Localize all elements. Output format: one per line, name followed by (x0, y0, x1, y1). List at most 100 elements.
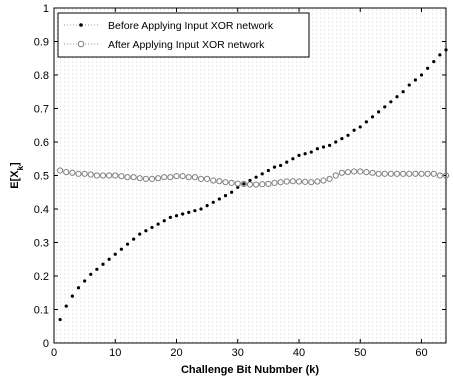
data-point (187, 210, 191, 214)
data-point (321, 145, 326, 149)
data-point (407, 83, 411, 87)
data-point (57, 167, 64, 174)
data-point (230, 190, 234, 194)
data-point (155, 175, 162, 182)
data-point (259, 181, 266, 188)
data-point (413, 78, 417, 82)
data-point (138, 232, 142, 236)
series-2 (57, 167, 450, 188)
x-tick-label: 10 (109, 347, 121, 359)
data-point (283, 178, 290, 185)
data-point (246, 181, 254, 188)
data-point (338, 169, 345, 176)
series-1 (58, 48, 448, 322)
data-point (93, 172, 100, 179)
y-tick-label: 0.1 (34, 305, 49, 317)
data-point (58, 317, 62, 322)
data-point (436, 172, 443, 179)
data-point (173, 173, 180, 180)
data-point (75, 170, 82, 177)
data-point (191, 174, 198, 181)
data-point (99, 172, 107, 179)
data-point (346, 133, 350, 137)
data-point (216, 178, 223, 185)
data-point (83, 279, 87, 283)
data-point (400, 170, 407, 177)
data-point (442, 172, 450, 179)
data-point (279, 163, 283, 168)
data-point (107, 257, 111, 261)
legend-box (57, 12, 310, 58)
data-point (254, 175, 258, 179)
data-point (297, 153, 301, 157)
data-point (63, 169, 70, 176)
data-point (285, 160, 289, 164)
data-point (363, 169, 370, 176)
data-point (148, 175, 156, 182)
data-point (81, 170, 88, 177)
data-point (424, 170, 431, 177)
data-point (381, 170, 388, 177)
data-point (179, 173, 186, 180)
data-point (253, 181, 260, 188)
data-point (87, 171, 94, 178)
data-point (205, 204, 209, 208)
data-point (119, 247, 123, 251)
data-point (167, 174, 174, 181)
data-point (334, 140, 338, 144)
x-tick-label: 30 (232, 347, 244, 359)
y-tick-label: 0.8 (34, 70, 49, 82)
data-point (168, 215, 172, 219)
x-tick-label: 0 (51, 347, 57, 359)
data-point (197, 175, 205, 182)
x-tick-label: 60 (415, 347, 427, 359)
data-point (377, 110, 381, 114)
data-point (144, 229, 148, 233)
data-point (320, 177, 327, 184)
data-point (210, 177, 217, 184)
data-point (291, 157, 295, 161)
data-point (344, 169, 352, 176)
data-point (328, 143, 332, 147)
data-point (234, 180, 241, 187)
data-point (412, 170, 419, 177)
data-point (314, 178, 321, 185)
data-point (358, 125, 362, 129)
data-point (125, 242, 130, 246)
data-point (444, 48, 448, 52)
x-tick-label: 20 (170, 347, 182, 359)
legend-label: Before Applying Input XOR network (108, 20, 274, 32)
series-markers (57, 48, 450, 322)
data-point (240, 180, 247, 187)
data-point (150, 225, 154, 230)
data-point (265, 180, 272, 187)
data-point (162, 219, 166, 223)
data-point (375, 170, 382, 177)
data-point (70, 294, 74, 298)
data-point (76, 286, 81, 290)
data-point (124, 174, 131, 181)
data-point (217, 197, 221, 201)
y-tick-label: 0.6 (34, 137, 49, 149)
data-point (271, 179, 278, 186)
data-point (326, 175, 333, 182)
y-tick-label: 0.3 (34, 238, 49, 250)
data-point (242, 182, 246, 186)
y-tick-label: 0.2 (34, 271, 49, 283)
data-point (289, 178, 296, 185)
data-point (95, 267, 99, 271)
data-point (222, 179, 229, 186)
data-point (113, 252, 117, 256)
y-tick-label: 0.7 (34, 104, 49, 116)
data-point (142, 175, 149, 182)
data-point (181, 212, 185, 216)
data-point (351, 168, 358, 175)
data-point (185, 174, 192, 181)
data-point (266, 168, 270, 173)
legend-marker (77, 40, 85, 48)
data-point (64, 304, 68, 308)
y-tick-label: 0.4 (34, 204, 49, 216)
data-point (418, 170, 425, 177)
axes: 0 10 20 30 40 50 60 0 0.1 0.2 0.3 0.4 0.5 0.6 0.7 0.8 0.… (34, 3, 447, 359)
data-point (118, 173, 125, 180)
